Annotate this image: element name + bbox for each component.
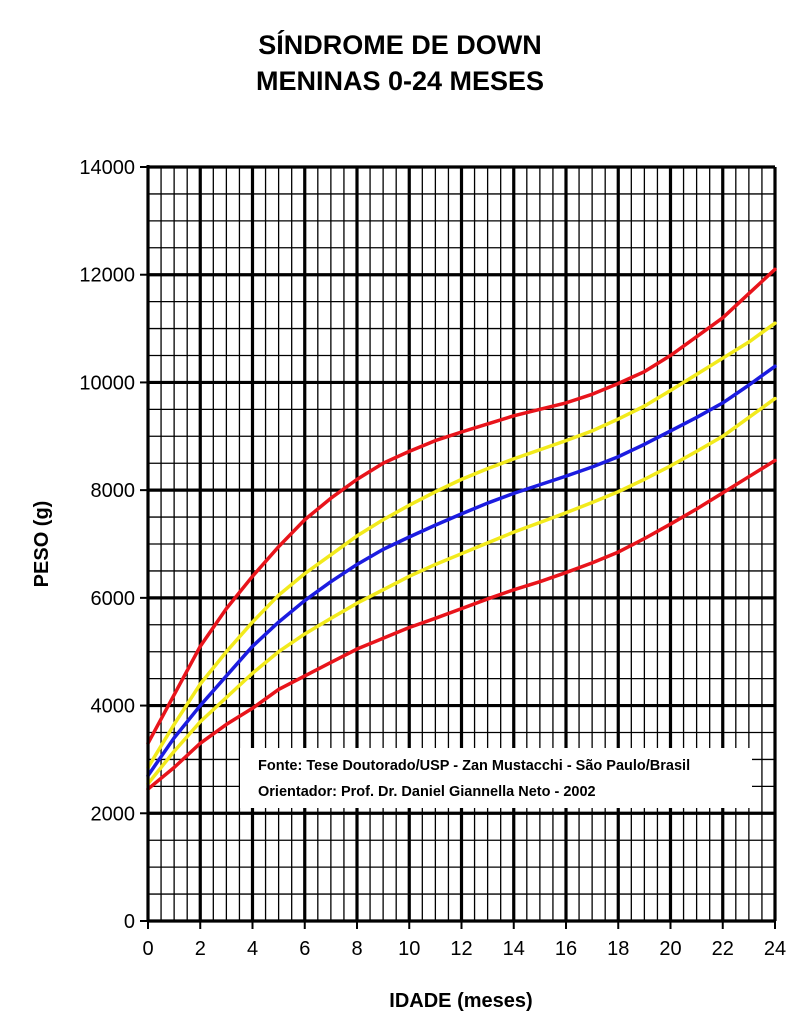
y-tick-label: 2000 — [91, 803, 136, 825]
series-line-4 — [146, 396, 777, 786]
chart-subtitle: MENINAS 0-24 MESES — [255, 66, 545, 96]
x-tick-label: 20 — [659, 938, 681, 960]
x-tick-label: 4 — [247, 938, 258, 960]
x-tick-label: 6 — [299, 938, 310, 960]
x-tick-label: 18 — [607, 938, 629, 960]
chart-title: SÍNDROME DE DOWN — [258, 30, 542, 60]
y-tick-label: 0 — [124, 911, 135, 933]
x-tick-label: 2 — [195, 938, 206, 960]
y-tick-label: 10000 — [79, 372, 135, 394]
source-note-box: Fonte: Tese Doutorado/USP - Zan Mustacch… — [240, 748, 752, 808]
y-axis-label: PESO (g) — [31, 501, 53, 588]
y-tick-label: 4000 — [91, 696, 136, 718]
y-tick-label: 8000 — [91, 480, 136, 502]
x-tick-label: 10 — [398, 938, 420, 960]
series-line-3 — [146, 364, 777, 778]
x-tick-label: 0 — [142, 938, 153, 960]
series-line-5 — [146, 458, 777, 791]
x-tick-label: 16 — [555, 938, 577, 960]
x-tick-label: 12 — [450, 938, 472, 960]
x-tick-label: 8 — [351, 938, 362, 960]
x-tick-label: 14 — [503, 938, 525, 960]
source-line: Fonte: Tese Doutorado/USP - Zan Mustacch… — [258, 758, 691, 774]
x-tick-label: 24 — [764, 938, 786, 960]
y-tick-label: 14000 — [79, 157, 135, 179]
series-line-2 — [146, 321, 777, 770]
advisor-line: Orientador: Prof. Dr. Daniel Giannella N… — [258, 784, 596, 800]
x-axis-label: IDADE (meses) — [389, 990, 532, 1012]
y-tick-label: 12000 — [79, 265, 135, 287]
series-layer — [146, 267, 777, 791]
x-tick-label: 22 — [712, 938, 734, 960]
y-tick-label: 6000 — [91, 588, 136, 610]
series-line-1 — [146, 267, 777, 746]
